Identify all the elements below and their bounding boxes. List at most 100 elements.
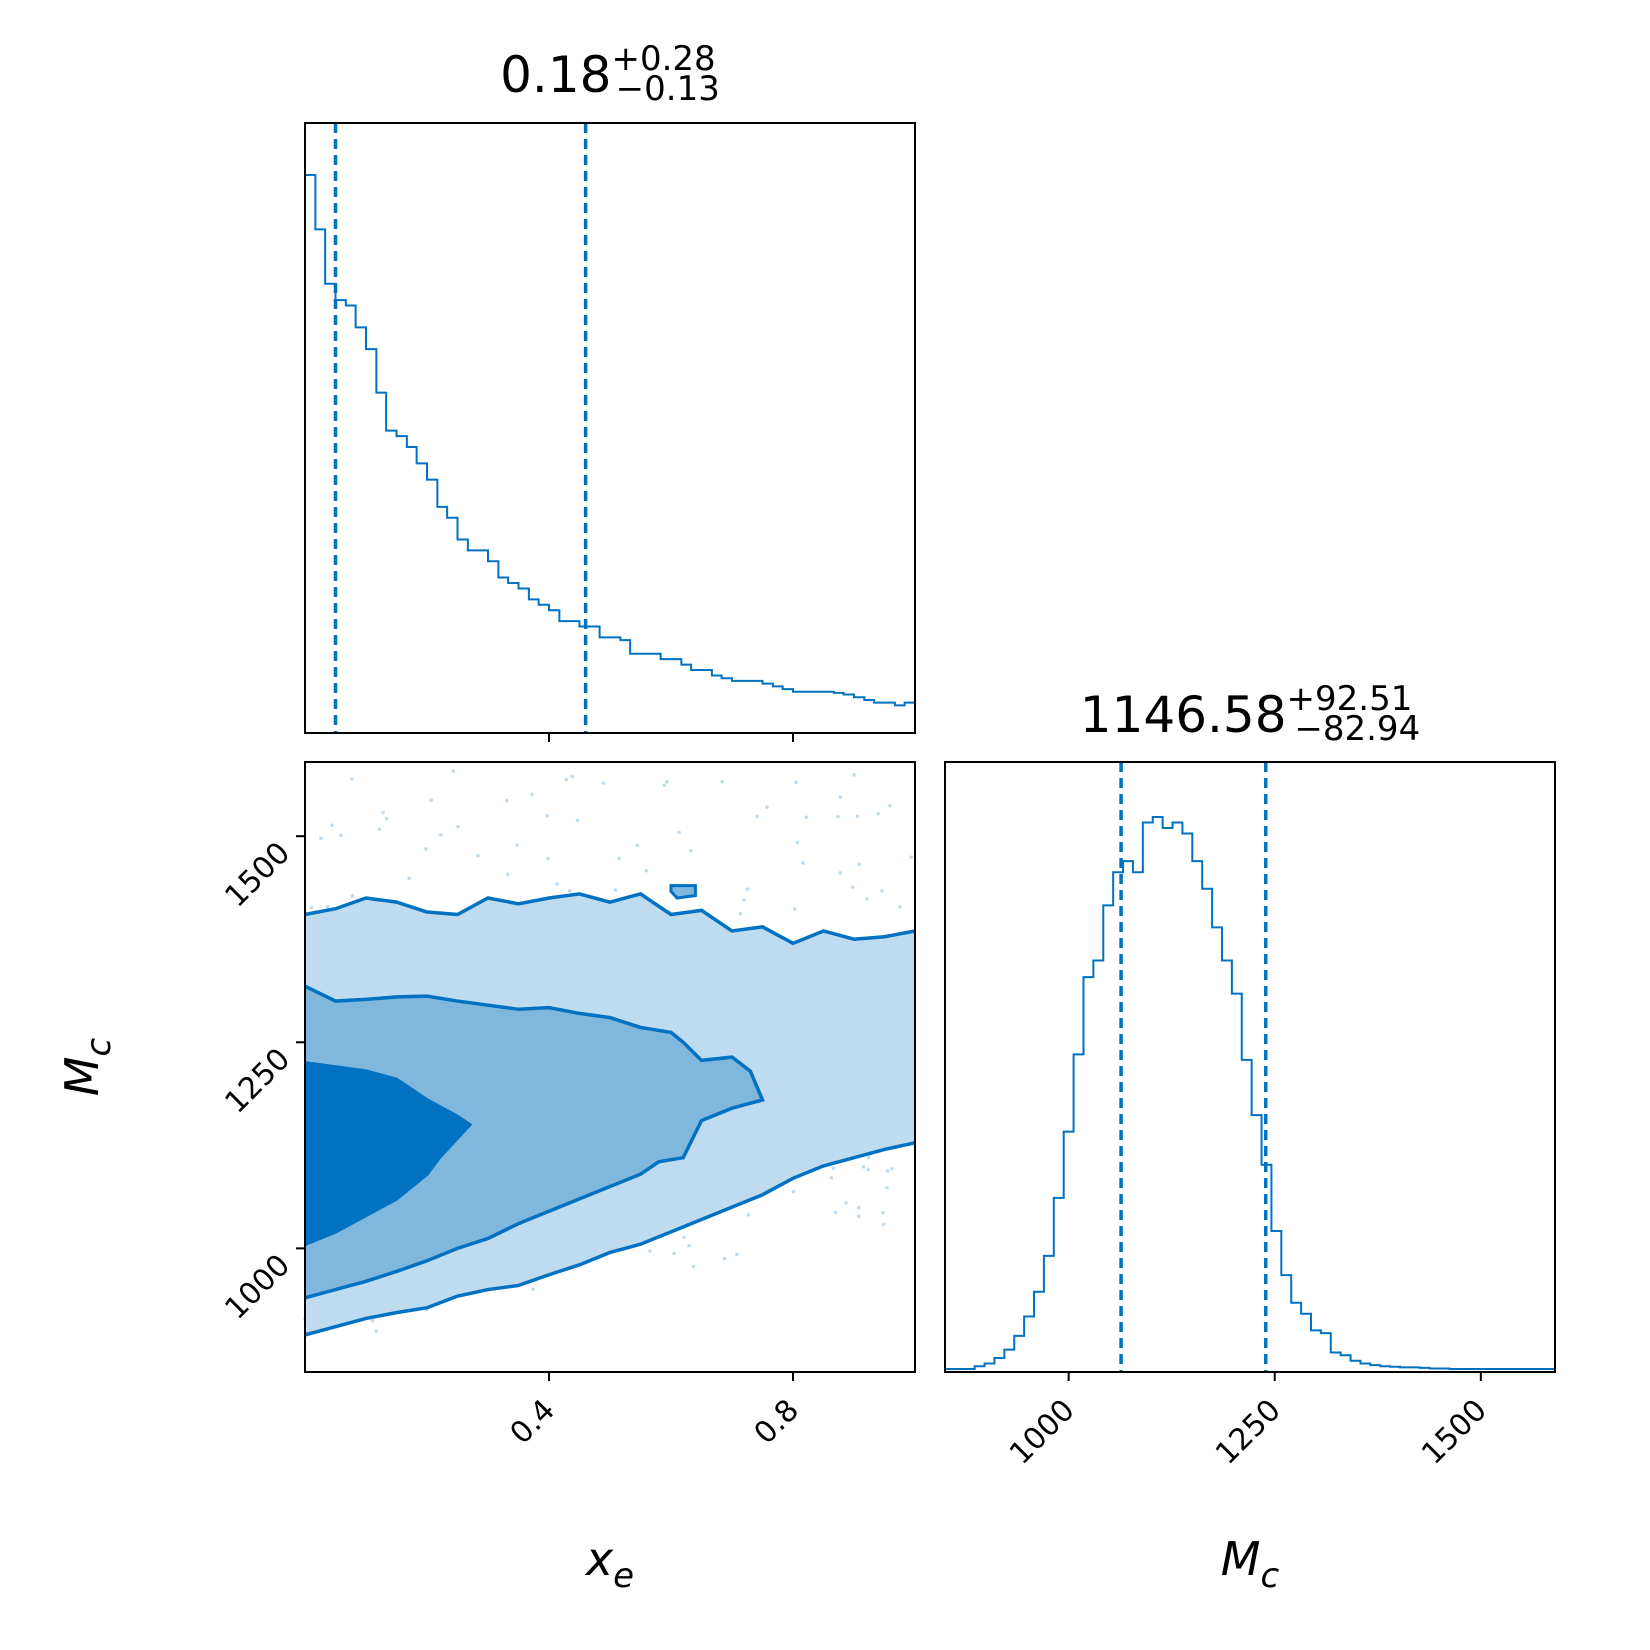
scatter-point <box>309 905 314 910</box>
scatter-point <box>856 1214 861 1218</box>
contour-xtick-label-0: 0.4 <box>504 1393 562 1451</box>
contour-middle-fill <box>305 986 763 1298</box>
scatter-point <box>672 1251 676 1256</box>
scatter-point <box>885 1169 890 1173</box>
scatter-point <box>890 1166 894 1171</box>
scatter-point <box>801 861 806 865</box>
scatter-point <box>866 1155 871 1160</box>
scatter-point <box>384 816 389 821</box>
xe-histogram-panel <box>305 123 915 742</box>
scatter-point <box>876 811 880 816</box>
mc-y-axis-label-sub: c <box>79 1038 119 1057</box>
contour-ytick-label-1: 1250 <box>218 1042 297 1121</box>
scatter-point <box>617 856 621 861</box>
scatter-point <box>564 777 569 782</box>
scatter-point <box>664 780 669 784</box>
scatter-point <box>677 830 681 835</box>
mc-histogram-frame <box>944 761 1556 1373</box>
scatter-point <box>861 1164 866 1169</box>
xe-title-plus: +0.28 <box>611 39 715 79</box>
scatter-point <box>738 911 743 916</box>
xe-axis-label-sub: e <box>613 1556 634 1596</box>
mc-title-value: 1146.58 <box>1080 686 1287 744</box>
xe-title-minus: −0.13 <box>616 69 720 109</box>
xe-title-value: 0.18 <box>500 46 611 104</box>
scatter-point <box>682 1235 686 1240</box>
scatter-point <box>567 888 572 893</box>
scatter-point <box>792 907 797 911</box>
mc-title-plus: +92.51 <box>1287 679 1413 719</box>
mc-histogram-panel: 1000 1250 1500 <box>945 762 1555 1472</box>
scatter-point <box>836 814 840 819</box>
xe-histogram-title: 0.18+0.28 −0.13 <box>500 39 720 109</box>
scatter-point <box>456 824 460 829</box>
scatter-point <box>424 847 428 851</box>
scatter-point <box>898 905 902 909</box>
scatter-point <box>831 1166 836 1171</box>
contour-outer-lower-line <box>304 1141 916 1337</box>
xe-histogram-step <box>305 174 915 707</box>
xe-axis-label-base: x <box>584 1532 614 1586</box>
scatter-point <box>755 814 759 819</box>
scatter-point <box>804 815 809 820</box>
scatter-point <box>530 792 534 797</box>
scatter-point <box>791 1189 796 1194</box>
scatter-point <box>662 783 667 788</box>
scatter-point <box>687 1243 691 1248</box>
scatter-point <box>881 1222 886 1227</box>
scatter-point <box>476 853 480 858</box>
mc-y-axis-label-base: M <box>55 1057 109 1097</box>
scatter-point <box>829 1176 834 1180</box>
scatter-point <box>601 781 606 785</box>
scatter-point <box>850 885 855 889</box>
scatter-point <box>325 904 330 909</box>
scatter-point <box>722 1256 727 1261</box>
scatter-point <box>885 1185 889 1190</box>
scatter-point <box>370 1318 375 1323</box>
contour-outer-upper-line <box>304 891 916 946</box>
scatter-point <box>546 856 550 861</box>
scatter-point <box>377 827 382 832</box>
scatter-point <box>909 855 914 860</box>
mc-y-axis-label: Mc <box>55 1038 119 1097</box>
scatter-point <box>838 871 843 875</box>
scatter-point <box>381 810 385 815</box>
scatter-point <box>613 888 618 892</box>
scatter-point <box>857 862 862 867</box>
scatter-point <box>515 843 520 847</box>
scatter-point <box>844 1201 848 1205</box>
scatter-point <box>319 836 323 841</box>
scatter-point <box>838 795 843 799</box>
scatter-point <box>338 833 343 838</box>
scatter-point <box>505 872 510 877</box>
scatter-point <box>504 798 509 803</box>
mc-histogram-title: 1146.58+92.51 −82.94 <box>1080 679 1420 749</box>
scatter-point <box>374 1329 379 1334</box>
contour-frame <box>304 761 916 1373</box>
scatter-point <box>852 773 856 777</box>
contour-ytick-label-0: 1000 <box>218 1248 297 1327</box>
scatter-point <box>644 868 649 873</box>
mc-x-axis-label: Mc <box>1221 1532 1280 1596</box>
scatter-point <box>545 814 550 818</box>
scatter-point <box>720 779 724 784</box>
scatter-point <box>429 798 434 802</box>
mc-x-axis-label-sub: c <box>1261 1556 1280 1596</box>
mc-xtick-label-2: 1500 <box>1415 1393 1494 1472</box>
scatter-point <box>855 814 860 818</box>
scatter-point <box>735 1252 739 1257</box>
contour-xtick-label-1: 0.8 <box>748 1393 806 1451</box>
xe-histogram-frame <box>304 122 916 734</box>
contour-island <box>669 884 697 900</box>
scatter-point <box>330 823 334 828</box>
scatter-point <box>746 1212 751 1217</box>
mc-xtick-label-1: 1250 <box>1209 1393 1288 1472</box>
scatter-point <box>880 889 884 893</box>
contour-panel: 0.4 0.8 1000 1250 1500 <box>218 769 916 1451</box>
mc-xtick-label-0: 1000 <box>1003 1393 1082 1472</box>
scatter-point <box>795 840 800 845</box>
scatter-point <box>866 1167 870 1172</box>
scatter-point <box>407 876 411 880</box>
scatter-point <box>688 848 693 853</box>
scatter-point <box>864 897 869 901</box>
